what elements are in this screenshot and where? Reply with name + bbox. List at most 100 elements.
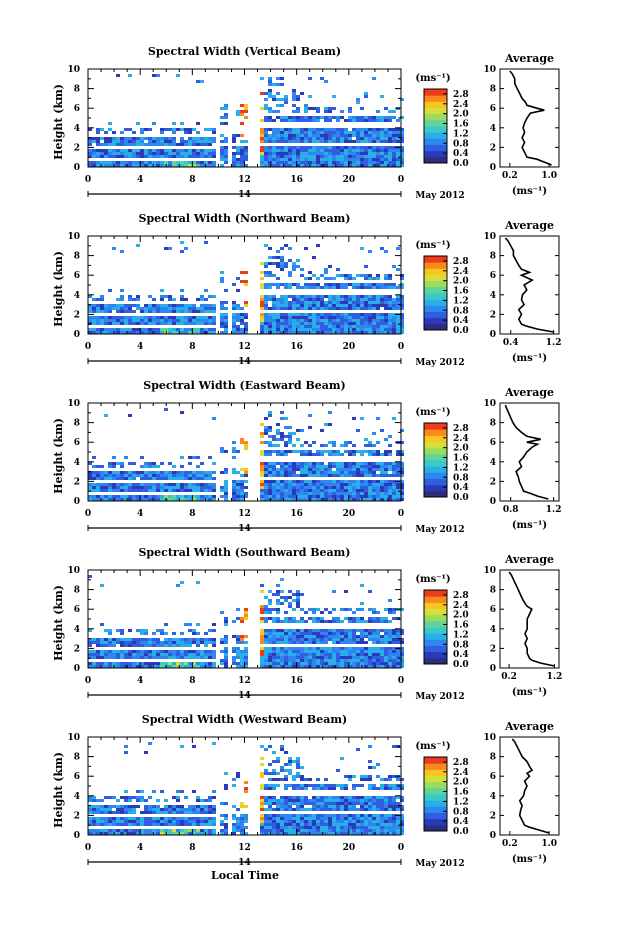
average-y-tick-label: 2 <box>490 477 496 487</box>
average-y-tick-label: 10 <box>483 733 496 743</box>
x-tick-label: 0 <box>85 676 91 686</box>
colorbar-segment <box>424 441 447 449</box>
y-tick-label: 0 <box>74 163 80 173</box>
average-x-tick-label: 0.2 <box>501 672 517 682</box>
average-unit: (ms⁻¹) <box>512 520 547 531</box>
date-label: May 2012 <box>415 525 464 535</box>
average-x-tick-label: 1.0 <box>541 839 557 849</box>
average-y-tick-label: 2 <box>490 143 496 153</box>
average-y-tick-label: 4 <box>490 291 496 301</box>
colorbar-tick-label: 0.4 <box>453 483 469 493</box>
x-tick-label: 4 <box>137 175 143 185</box>
average-frame <box>499 402 560 502</box>
colorbar-tick-label: 1.2 <box>453 630 469 640</box>
x-tick-label: 0 <box>85 509 91 519</box>
average-y-tick-label: 6 <box>490 772 496 782</box>
colorbar-tick-label: 2.8 <box>453 90 469 100</box>
x-tick-label: 16 <box>290 843 303 853</box>
y-axis-label: Height (km) <box>52 251 65 327</box>
average-y-tick-label: 10 <box>483 65 496 75</box>
y-tick-label: 2 <box>74 477 80 487</box>
colorbar: 0.00.40.81.21.62.02.42.8 <box>423 88 469 169</box>
colorbar-tick-label: 2.4 <box>453 768 469 778</box>
day-label: 14 <box>238 357 251 367</box>
colorbar-tick-label: 0.0 <box>453 159 469 169</box>
average-y-tick-label: 2 <box>490 811 496 821</box>
heatmap-field <box>88 742 404 835</box>
colorbar-segment <box>424 824 447 832</box>
colorbar-segment <box>424 596 447 603</box>
average-y-tick-label: 0 <box>490 664 496 674</box>
colorbar-segment <box>424 787 447 795</box>
average-unit: (ms⁻¹) <box>512 186 547 197</box>
average-profile-line <box>504 237 554 333</box>
heatmap-field <box>88 575 404 668</box>
colorbar-tick-label: 1.2 <box>453 129 469 139</box>
colorbar-segment <box>424 620 447 628</box>
colorbar-segment <box>424 478 447 486</box>
colorbar-segment <box>424 107 447 115</box>
colorbar-tick-label: 0.0 <box>453 660 469 670</box>
colorbar-segment <box>424 651 447 659</box>
average-panel: Average 0 2 4 6 8 10 0.4 1.2 (ms⁻¹) <box>483 219 561 364</box>
colorbar-segment <box>424 317 447 325</box>
y-tick-label: 10 <box>67 733 80 743</box>
colorbar-tick-label: 1.6 <box>453 120 469 130</box>
colorbar-frame <box>423 88 448 164</box>
colorbar-segment <box>424 286 447 294</box>
x-tick-label: 0 <box>398 676 404 686</box>
colorbar-segment <box>424 806 447 813</box>
y-tick-label: 0 <box>74 831 80 841</box>
colorbar-tick-label: 2.4 <box>453 267 469 277</box>
date-label: May 2012 <box>415 358 464 368</box>
colorbar-tick-label: 2.0 <box>453 277 469 287</box>
average-unit: (ms⁻¹) <box>512 854 547 865</box>
average-y-tick-label: 8 <box>490 252 496 262</box>
date-label: May 2012 <box>415 191 464 201</box>
colorbar-segment <box>424 453 447 461</box>
y-tick-label: 2 <box>74 310 80 320</box>
average-y-tick-label: 6 <box>490 605 496 615</box>
colorbar-segment <box>424 769 447 776</box>
colorbar-segment <box>424 113 447 121</box>
y-tick-label: 4 <box>74 458 80 468</box>
y-tick-label: 6 <box>74 772 80 782</box>
x-tick-label: 0 <box>398 509 404 519</box>
colorbar-tick-label: 0.8 <box>453 473 469 483</box>
y-tick-label: 10 <box>67 399 80 409</box>
y-tick-label: 4 <box>74 124 80 134</box>
colorbar-frame <box>423 255 448 331</box>
average-x-tick-label: 0.2 <box>502 839 518 849</box>
average-frame <box>499 569 560 669</box>
colorbar: 0.00.40.81.21.62.02.42.8 <box>423 756 469 837</box>
x-tick-label: 4 <box>137 676 143 686</box>
x-tick-label: 20 <box>343 676 356 686</box>
colorbar-tick-label: 0.4 <box>453 316 469 326</box>
colorbar-tick-label: 2.0 <box>453 611 469 621</box>
average-title: Average <box>504 553 554 566</box>
colorbar-segment <box>424 657 447 665</box>
colorbar-segment <box>424 423 447 430</box>
day-label: 14 <box>238 190 251 200</box>
colorbar-tick-label: 1.2 <box>453 797 469 807</box>
average-x-tick-label: 0.4 <box>503 338 519 348</box>
colorbar-segment <box>424 639 447 646</box>
colorbar-unit: (ms⁻¹) <box>415 407 450 418</box>
colorbar-tick-label: 2.8 <box>453 424 469 434</box>
average-y-tick-label: 6 <box>490 104 496 114</box>
colorbar-tick-label: 2.4 <box>453 601 469 611</box>
colorbar: 0.00.40.81.21.62.02.42.8 <box>423 422 469 503</box>
colorbar-segment <box>424 293 447 300</box>
average-y-tick-label: 0 <box>490 831 496 841</box>
average-y-tick-label: 2 <box>490 310 496 320</box>
colorbar-tick-label: 2.8 <box>453 758 469 768</box>
colorbar-segment <box>424 262 447 269</box>
y-tick-label: 0 <box>74 664 80 674</box>
y-tick-label: 2 <box>74 811 80 821</box>
x-axis-label: Local Time <box>211 869 279 882</box>
colorbar-tick-label: 1.6 <box>453 287 469 297</box>
panel-title: Spectral Width (Southward Beam) <box>138 546 350 559</box>
colorbar-frame <box>423 589 448 665</box>
panel-2: Spectral Width (Eastward Beam) 0 2 4 6 8 10 0 4 8… <box>52 379 561 535</box>
